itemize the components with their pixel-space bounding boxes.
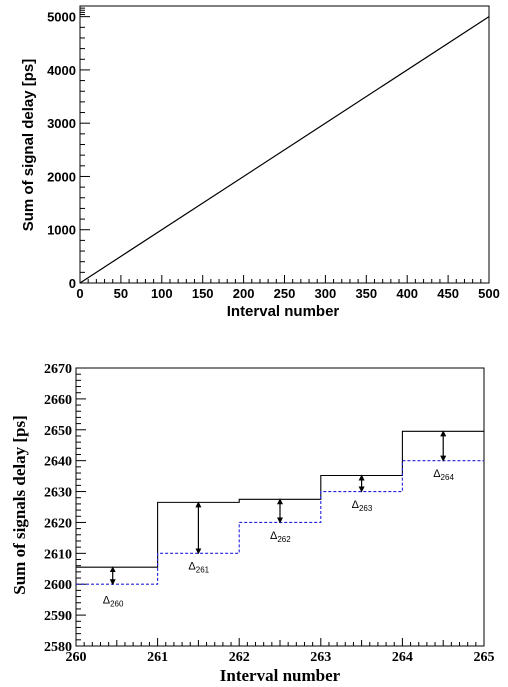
y-tick-label: 2650 <box>44 424 72 439</box>
x-tick-label: 500 <box>478 286 500 301</box>
y-tick-label: 1000 <box>47 223 76 238</box>
y-tick-label: 2610 <box>44 547 72 562</box>
x-tick-label: 50 <box>114 286 128 301</box>
chart-step-delay: 260 261 262 263 264 265 258025902600261026202… <box>10 362 495 685</box>
x-tick-label: 200 <box>233 286 255 301</box>
y-tick-label: 2640 <box>44 455 72 470</box>
y-tick-label: 2580 <box>44 640 72 655</box>
y-tick-label: 2660 <box>44 393 72 408</box>
x-tick-label: 250 <box>274 286 296 301</box>
y-tick-labels-bottom: 2580 2590 2600 2610 2620 2630 2640 2650 2660 2670 <box>44 362 72 655</box>
y-tick-label: 4000 <box>47 63 76 78</box>
x-axis-title-bottom: Interval number <box>220 666 341 685</box>
series-step-solid <box>76 430 484 568</box>
x-axis-title-top: Interval number <box>227 303 340 320</box>
x-tick-label: 400 <box>396 286 418 301</box>
x-tick-label: 262 <box>229 650 250 665</box>
delta-label: Δ263 <box>352 499 373 513</box>
series-line <box>79 16 490 284</box>
y-tick-label: 2600 <box>44 578 72 593</box>
y-tick-label: 2620 <box>44 516 72 531</box>
delta-annotations: Δ260 Δ261 Δ262 Δ263 Δ264 <box>103 430 454 609</box>
x-tick-label: 0 <box>76 286 83 301</box>
delta-label: Δ262 <box>270 530 291 544</box>
chart-linear-delay: 0 50 100 150 200 250 300 350 400 450 500 0 1000 2000… <box>20 5 500 320</box>
y-tick-label: 2000 <box>47 169 76 184</box>
y-axis-title-top: Sum of signal delay [ps] <box>20 59 37 232</box>
y-tick-label: 5000 <box>47 10 76 25</box>
x-tick-labels-bottom: 260 261 262 263 264 265 <box>66 650 495 665</box>
y-tick-labels-top: 0 1000 2000 3000 4000 5000 <box>47 10 76 291</box>
x-tick-label: 260 <box>66 650 87 665</box>
x-tick-label: 100 <box>151 286 173 301</box>
delta-label: Δ260 <box>103 595 124 609</box>
x-tick-labels-top: 0 50 100 150 200 250 300 350 400 450 500 <box>76 286 499 301</box>
x-tick-label: 264 <box>392 650 413 665</box>
y-axis-title-bottom: Sum of signals delay [ps] <box>10 415 29 594</box>
y-tick-label: 2630 <box>44 486 72 501</box>
tick-marks-top <box>79 7 490 284</box>
delta-label: Δ261 <box>188 561 209 575</box>
plot-frame-top <box>79 5 490 284</box>
series-top <box>79 16 490 284</box>
x-tick-label: 300 <box>315 286 337 301</box>
y-tick-label: 2670 <box>44 362 72 377</box>
y-tick-label: 0 <box>69 276 76 291</box>
x-tick-label: 265 <box>474 650 495 665</box>
x-tick-label: 350 <box>355 286 377 301</box>
x-tick-label: 263 <box>310 650 331 665</box>
series-step-dashed <box>76 460 484 585</box>
delta-label: Δ264 <box>433 468 454 482</box>
y-tick-label: 3000 <box>47 116 76 131</box>
y-tick-label: 2590 <box>44 609 72 624</box>
x-tick-label: 261 <box>147 650 168 665</box>
x-tick-label: 150 <box>192 286 214 301</box>
x-tick-label: 450 <box>437 286 459 301</box>
